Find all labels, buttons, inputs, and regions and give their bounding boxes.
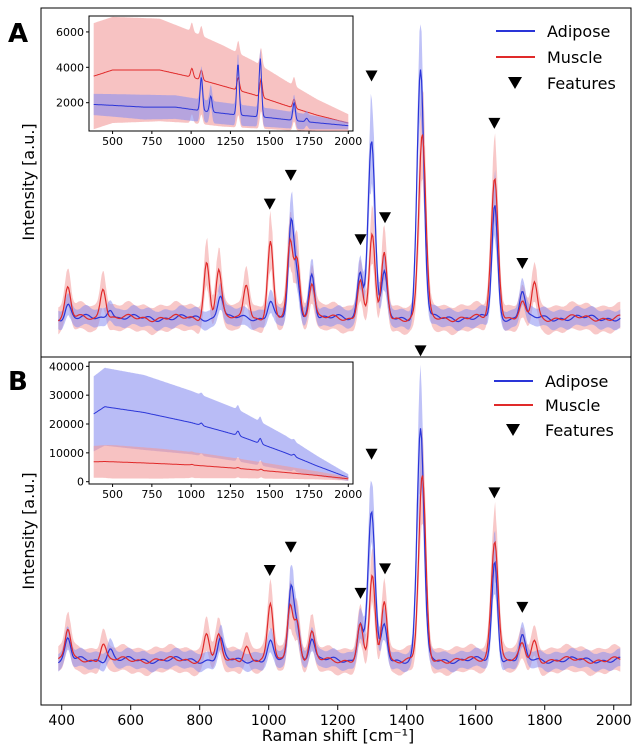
- xtick-label: 2000: [596, 713, 632, 729]
- inset-ytick-label: 40000: [49, 360, 84, 373]
- feature-marker: [488, 117, 501, 129]
- inset-band-muscle: [93, 445, 349, 481]
- x-axis-label: Raman shift [cm⁻¹]: [262, 726, 415, 745]
- feature-marker: [516, 258, 529, 270]
- panel-b-inset: 500 750 1000 1250 1500 1750 200001000020000300…: [49, 360, 362, 501]
- inset-ytick-label: 6000: [56, 26, 84, 39]
- xtick-label: 1400: [389, 713, 425, 729]
- legend-b-muscle-label: Muscle: [545, 396, 600, 415]
- inset-xtick-label: 1250: [216, 488, 244, 501]
- inset-xtick-label: 750: [141, 488, 162, 501]
- line-adipose-b: [57, 428, 621, 665]
- legend-a-features-marker: [508, 77, 522, 89]
- xtick-label: 1000: [251, 713, 287, 729]
- inset-xtick-label: 1750: [295, 135, 323, 148]
- panel-a-letter: A: [8, 19, 28, 49]
- inset-xtick-label: 750: [141, 135, 162, 148]
- feature-marker: [284, 169, 297, 181]
- xtick-label: 400: [48, 713, 75, 729]
- inset-xtick-label: 500: [102, 488, 123, 501]
- feature-marker: [354, 234, 367, 246]
- panel-b-frame: [40, 356, 632, 706]
- line-adipose-a: [57, 69, 621, 323]
- panel-b: B Intensity [a.u.] Adipose Muscle Featur…: [8, 345, 632, 745]
- feature-marker: [516, 601, 529, 613]
- inset-ytick-label: 30000: [49, 389, 84, 402]
- xtick-label: 1600: [458, 713, 494, 729]
- inset-ytick-label: 2000: [56, 97, 84, 110]
- line-muscle-a: [57, 134, 621, 323]
- feature-marker: [284, 541, 297, 553]
- inset-xtick-label: 2000: [334, 488, 362, 501]
- inset-xtick-label: 500: [102, 135, 123, 148]
- inset-xtick-label: 1000: [177, 135, 205, 148]
- inset-ytick-label: 20000: [49, 418, 84, 431]
- xtick-label: 800: [186, 713, 213, 729]
- inset-line-adipose: [93, 406, 349, 479]
- feature-marker: [354, 587, 367, 599]
- feature-marker: [263, 198, 276, 210]
- panel-b-legend: Adipose Muscle Features: [494, 372, 614, 440]
- panel-b-letter: B: [8, 367, 28, 397]
- inset-xtick-label: 1500: [256, 135, 284, 148]
- inset-band-adipose: [93, 48, 349, 130]
- legend-a-muscle-label: Muscle: [547, 48, 602, 67]
- xtick-label: 1800: [527, 713, 563, 729]
- feature-marker: [365, 70, 378, 82]
- xtick-label: 600: [117, 713, 144, 729]
- panel-a-inset: 500 750 1000 1250 1500 1750 2000 2000 4000 6000: [56, 15, 362, 148]
- feature-marker: [365, 448, 378, 460]
- legend-b-features-label: Features: [545, 421, 614, 440]
- inset-xtick-label: 1750: [295, 488, 323, 501]
- inset-line-adipose: [93, 58, 349, 127]
- legend-b-adipose-label: Adipose: [545, 372, 608, 391]
- line-muscle-b: [57, 475, 621, 664]
- inset-ytick-label: 4000: [56, 61, 84, 74]
- legend-b-features-marker: [506, 424, 520, 436]
- panel-a: A Intensity [a.u.] Adipose Muscle Featur…: [8, 7, 632, 358]
- inset-line-muscle: [93, 461, 349, 480]
- legend-a-adipose-label: Adipose: [547, 22, 610, 41]
- feature-marker: [263, 565, 276, 577]
- xtick-label: 1200: [320, 713, 356, 729]
- feature-marker: [378, 563, 391, 575]
- inset-ytick-label: 10000: [49, 447, 84, 460]
- feature-marker: [378, 212, 391, 224]
- feature-marker: [414, 345, 427, 357]
- inset-xtick-label: 1000: [177, 488, 205, 501]
- inset-xtick-label: 2000: [334, 135, 362, 148]
- feature-marker: [488, 487, 501, 499]
- panel-a-ylabel: Intensity [a.u.]: [19, 123, 38, 240]
- inset-xtick-label: 1250: [216, 135, 244, 148]
- inset-xtick-label: 1500: [256, 488, 284, 501]
- panel-b-ylabel: Intensity [a.u.]: [19, 472, 38, 589]
- legend-a-features-label: Features: [547, 74, 616, 93]
- inset-ytick-label: 0: [77, 476, 84, 489]
- panel-a-legend: Adipose Muscle Features: [496, 22, 616, 93]
